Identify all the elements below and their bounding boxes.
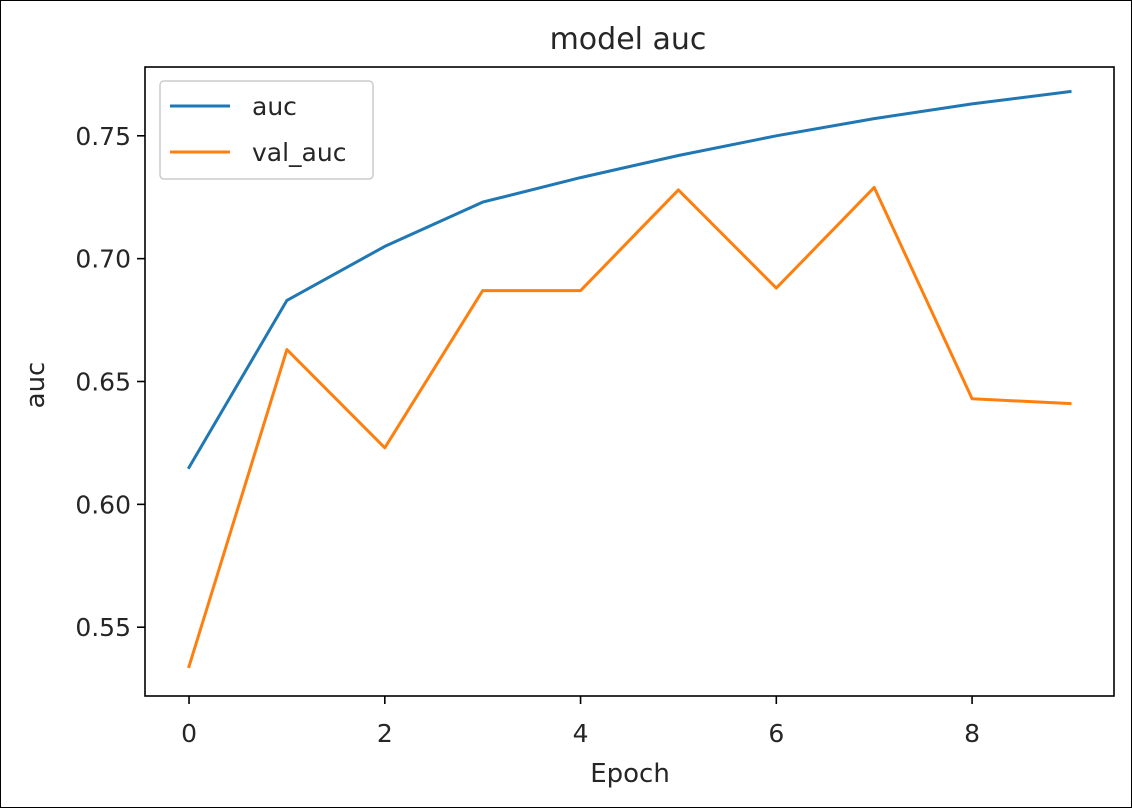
y-axis-label: auc: [21, 362, 51, 409]
series-lines: [186, 89, 1072, 669]
y-tick-label: 0.55: [75, 613, 131, 642]
x-axis: 0 2 4 6 8: [181, 696, 980, 748]
legend-label-val-auc: val_auc: [252, 138, 346, 167]
legend: auc val_auc: [159, 80, 374, 180]
chart-title: model auc: [550, 22, 707, 57]
y-tick-label: 0.65: [75, 368, 131, 397]
y-tick-label: 0.70: [75, 245, 131, 274]
x-tick-label: 4: [573, 719, 589, 748]
y-tick-label: 0.75: [75, 122, 131, 151]
x-axis-label: Epoch: [590, 759, 670, 789]
series-line-auc: [186, 89, 1072, 470]
x-tick-label: 0: [181, 719, 197, 748]
y-axis: 0.55 0.60 0.65 0.70 0.75: [75, 122, 145, 642]
legend-label-auc: auc: [252, 92, 297, 121]
x-tick-label: 8: [964, 719, 980, 748]
x-tick-label: 2: [377, 719, 393, 748]
y-tick-label: 0.60: [75, 490, 131, 519]
x-tick-label: 6: [768, 719, 784, 748]
series-line-val-auc: [187, 185, 1072, 669]
